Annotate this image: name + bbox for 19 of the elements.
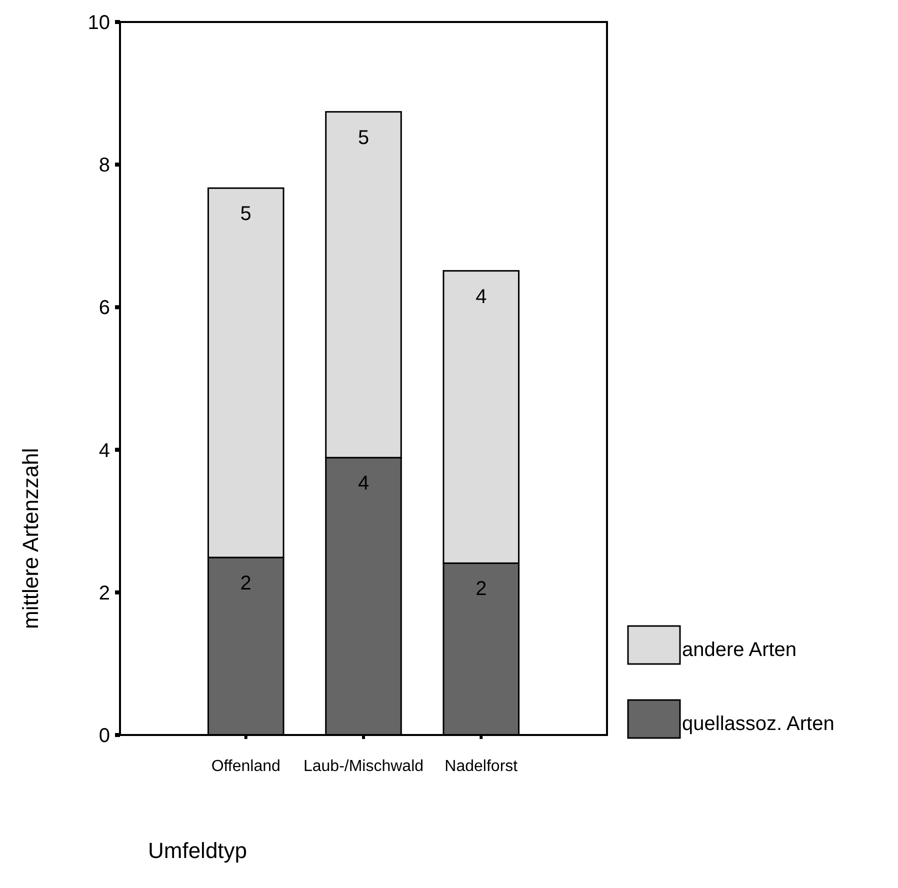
x-tick-label: Nadelforst bbox=[444, 758, 518, 775]
x-tick-label: Offenland bbox=[211, 758, 280, 775]
data-label: 2 bbox=[476, 578, 487, 600]
y-tick-label: 4 bbox=[98, 440, 110, 462]
x-tick-label: Laub-/Mischwald bbox=[303, 758, 424, 775]
data-label: 4 bbox=[358, 472, 370, 495]
legend-label: quellassoz. Arten bbox=[682, 713, 834, 735]
y-tick-label: 10 bbox=[88, 12, 110, 34]
data-label: 5 bbox=[240, 203, 252, 226]
y-tick-label: 2 bbox=[98, 582, 110, 604]
y-tick-label: 8 bbox=[98, 154, 110, 177]
legend-label: andere Arten bbox=[682, 639, 797, 661]
data-label: 2 bbox=[240, 572, 252, 594]
data-label: 4 bbox=[476, 286, 487, 308]
y-axis-title: mittlere Artenzzahl bbox=[18, 448, 43, 629]
x-axis-title: Umfeldtyp bbox=[148, 838, 248, 863]
data-label: 5 bbox=[358, 126, 370, 149]
y-tick-label: 0 bbox=[98, 725, 110, 747]
y-tick-label: 6 bbox=[98, 297, 110, 320]
